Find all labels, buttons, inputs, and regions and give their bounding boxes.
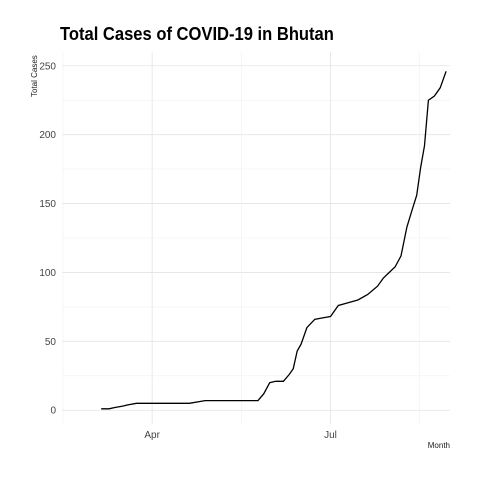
y-tick-label: 50 xyxy=(45,337,57,348)
x-tick-label: Jul xyxy=(324,430,337,441)
gridlines xyxy=(62,52,450,424)
y-tick-labels: 0 50 100 150 200 250 xyxy=(39,61,56,416)
y-tick-label: 200 xyxy=(39,130,56,141)
x-axis-title: Month xyxy=(428,441,450,450)
chart-title: Total Cases of COVID-19 in Bhutan xyxy=(60,24,334,44)
y-tick-label: 150 xyxy=(39,199,56,210)
series-line xyxy=(101,71,447,410)
y-tick-label: 0 xyxy=(50,406,56,417)
y-axis-title: Total Cases xyxy=(30,55,39,97)
x-tick-label: Apr xyxy=(144,430,160,441)
y-tick-label: 100 xyxy=(39,268,56,279)
x-tick-labels: Apr Jul xyxy=(144,430,337,441)
y-tick-label: 250 xyxy=(39,61,56,72)
